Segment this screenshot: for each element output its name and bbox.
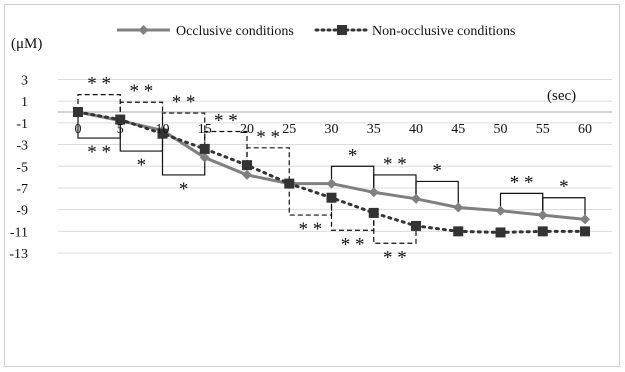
significance-label: * * <box>299 219 323 240</box>
significance-bracket <box>330 197 375 231</box>
significance-bracket <box>373 212 417 244</box>
significance-label: * <box>432 160 442 181</box>
significance-label: * * <box>256 127 280 148</box>
grid-lines <box>58 78 612 254</box>
x-tick-label: 60 <box>578 122 592 137</box>
significance-label: * * <box>87 142 111 163</box>
legend-label-occlusive: Occlusive conditions <box>176 24 294 39</box>
legend: Occlusive conditions Non-occlusive condi… <box>117 24 515 39</box>
y-tick-label: -7 <box>16 182 28 197</box>
data-point-non-occlusive <box>326 192 337 203</box>
significance-label: * * <box>383 247 407 268</box>
data-point-occlusive <box>326 178 337 189</box>
data-point-non-occlusive <box>368 207 379 218</box>
y-tick-label: -5 <box>16 160 28 175</box>
significance-label: * * <box>214 111 238 132</box>
y-tick-label: -9 <box>16 204 28 219</box>
y-tick-label: -13 <box>9 247 28 262</box>
legend-marker-square <box>337 25 347 35</box>
x-tick-label: 10 <box>156 122 170 137</box>
significance-brackets: * * * * * * * * * * * * * * * * * * * * * * * * * * * <box>77 74 586 268</box>
data-point-occlusive <box>495 205 506 216</box>
data-point-non-occlusive <box>537 226 548 237</box>
x-tick-label: 20 <box>240 122 254 137</box>
data-point-non-occlusive <box>157 128 168 139</box>
x-tick-label: 30 <box>325 122 339 137</box>
data-point-occlusive <box>580 214 590 225</box>
significance-bracket <box>161 112 206 149</box>
x-tick-label: 55 <box>536 122 550 137</box>
x-tick-label: 50 <box>494 122 508 137</box>
data-point-non-occlusive <box>284 178 295 189</box>
significance-label: * * <box>510 172 534 193</box>
data-point-non-occlusive <box>580 226 590 237</box>
y-tick-label: -11 <box>10 225 28 240</box>
significance-label: * <box>348 145 358 166</box>
data-point-non-occlusive <box>495 227 506 238</box>
significance-bracket <box>246 147 290 184</box>
legend-label-non-occlusive: Non-occlusive conditions <box>372 24 515 39</box>
significance-bracket <box>542 197 586 220</box>
significance-bracket <box>415 180 459 208</box>
y-tick-label: 1 <box>21 95 28 110</box>
x-tick-label: 15 <box>198 122 212 137</box>
data-point-occlusive <box>242 169 252 180</box>
data-point-occlusive <box>368 187 379 198</box>
significance-label: * * <box>87 74 111 95</box>
data-point-occlusive <box>411 193 421 204</box>
y-tick-label: -3 <box>16 139 28 154</box>
data-point-non-occlusive <box>453 226 464 237</box>
x-tick-label: 35 <box>367 122 381 137</box>
data-point-non-occlusive <box>411 220 421 231</box>
significance-label: * * <box>383 154 407 175</box>
x-tick-label: 5 <box>117 122 124 137</box>
x-tick-label: 0 <box>75 122 82 137</box>
data-point-non-occlusive <box>73 107 83 117</box>
x-tick-label: 40 <box>409 122 423 137</box>
legend-marker-diamond <box>138 25 149 35</box>
significance-label: * * <box>341 234 365 255</box>
data-point-non-occlusive <box>199 143 210 154</box>
y-tick-label: -1 <box>16 117 28 132</box>
significance-label: * <box>137 155 147 176</box>
chart-frame <box>4 4 620 367</box>
series-lines <box>73 107 590 238</box>
y-unit-label: (μM) <box>11 36 42 52</box>
significance-bracket <box>119 101 164 131</box>
x-tick-label: 25 <box>282 122 296 137</box>
data-point-non-occlusive <box>115 114 126 125</box>
y-tick-label: 3 <box>21 73 28 88</box>
significance-label: * * <box>172 92 196 113</box>
data-point-occlusive <box>537 210 548 221</box>
significance-label: * <box>559 177 569 198</box>
significance-bracket <box>161 133 206 176</box>
x-tick-label: 45 <box>451 122 465 137</box>
significance-label: * <box>179 179 189 200</box>
tick-labels: 3 1 -1 -3 -5 -7 -9 -11 -13 0 5 10 15 20 25 30 35 40 45 50 55… <box>9 73 592 262</box>
data-point-occlusive <box>453 202 464 213</box>
data-point-non-occlusive <box>242 160 252 171</box>
data-point-occlusive <box>199 152 210 163</box>
significance-label: * * <box>130 81 154 102</box>
x-unit-label: (sec) <box>547 88 576 104</box>
